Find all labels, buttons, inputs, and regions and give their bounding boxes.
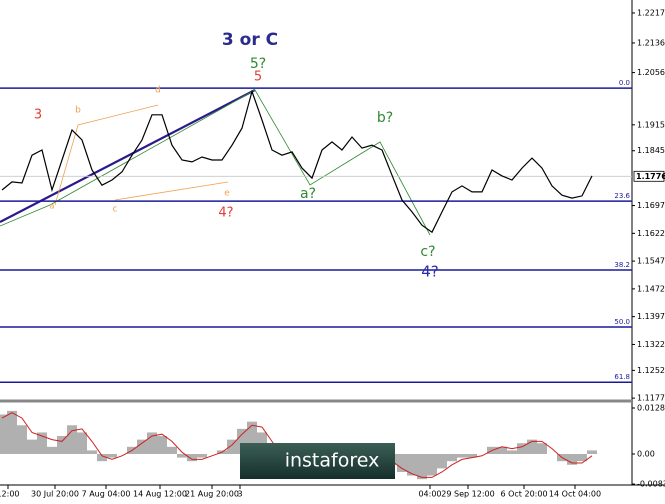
y-tick-label: 1.1397 (637, 312, 665, 321)
fib-label: 23.6 (614, 192, 630, 200)
osc-bar (397, 454, 407, 472)
fib-label: 0.0 (619, 79, 630, 87)
wave-label: d (155, 86, 161, 96)
osc-bar (587, 450, 597, 455)
osc-bar (157, 436, 167, 455)
last-price-box (633, 170, 665, 182)
wave-label: a (50, 202, 55, 211)
logo-text: instaforex (285, 450, 380, 472)
wave-label: b (75, 106, 81, 116)
wave-label: 3 (34, 108, 42, 123)
osc-bar (447, 454, 457, 462)
y-tick-label: 1.1845 (637, 146, 665, 155)
y-tick-label: 1.2136 (637, 38, 665, 47)
wave-label: 3 or C (222, 30, 278, 50)
wave-label: e (224, 189, 230, 199)
osc-tick-label: 0.01281 (637, 403, 665, 412)
x-tick-label: 12:00 (0, 490, 20, 499)
x-tick-label: 6 Oct 20:00 (500, 490, 547, 499)
x-tick-label: 21 Aug 20:00 (185, 490, 239, 499)
osc-bar (87, 450, 97, 455)
osc-bar (167, 446, 177, 455)
osc-bar (7, 410, 17, 455)
osc-bar (177, 454, 187, 458)
x-tick-label: 30 Jul 20:00 (31, 490, 79, 499)
osc-bar (57, 436, 67, 455)
axes (0, 0, 665, 486)
osc-bar (497, 446, 507, 455)
osc-bar (577, 454, 587, 462)
y-tick-label: 1.1697 (637, 201, 665, 210)
osc-bar (107, 454, 117, 458)
y-tick-label: 1.1915 (637, 120, 665, 129)
osc-bar (417, 454, 427, 480)
wave-label: c (113, 205, 118, 215)
osc-bar (27, 439, 37, 455)
osc-bar (227, 439, 237, 455)
osc-bar (67, 425, 77, 455)
osc-bar (537, 443, 547, 455)
wave-label: 5? (250, 56, 266, 72)
price-line (1, 89, 593, 234)
fib-label: 61.8 (614, 373, 630, 381)
osc-bar (517, 443, 527, 455)
osc-bar (187, 454, 197, 462)
y-tick-label: 1.1322 (637, 340, 665, 349)
y-tick-label: 1.2217 (637, 8, 665, 17)
osc-bar (407, 454, 417, 476)
osc-bar (527, 439, 537, 455)
logo: instaforex (240, 443, 395, 479)
fib-label: 50.0 (614, 318, 630, 326)
osc-bar (77, 432, 87, 455)
osc-bar (47, 446, 57, 455)
x-tick-label: 04:00 (418, 490, 441, 499)
y-tick-label: 1.2056 (637, 68, 665, 77)
osc-bar (0, 414, 7, 455)
osc-bar (457, 454, 467, 458)
wave-label: 4? (421, 263, 439, 281)
y-tick-label: 1.1622 (637, 229, 665, 238)
wave-label: a? (300, 186, 316, 202)
wave-label: 4? (218, 206, 233, 221)
fib-label: 38.2 (614, 261, 630, 269)
osc-bar (507, 450, 517, 455)
wave-label: c? (420, 244, 435, 260)
wave-label: 5 (254, 70, 262, 85)
drawings (0, 89, 431, 236)
x-tick-label: 29 Sep 12:00 (441, 490, 494, 499)
y-tick-label: 1.1472 (637, 284, 665, 293)
osc-bar (37, 432, 47, 455)
osc-bar (147, 432, 157, 455)
x-tick-label: 14 Oct 04:00 (549, 490, 601, 499)
osc-bar (237, 428, 247, 455)
x-tick-label: 3 (237, 490, 242, 499)
osc-bar (247, 421, 257, 455)
osc-bar (197, 454, 207, 458)
osc-tick-label: -0.00836 (637, 480, 665, 489)
osc-bar (97, 454, 107, 462)
osc-bar (467, 454, 477, 458)
wave-label: b? (377, 110, 393, 126)
y-tick-label: 1.1547 (637, 257, 665, 266)
osc-bar (17, 425, 27, 455)
x-tick-label: 7 Aug 04:00 (82, 490, 131, 499)
osc-bar (437, 454, 447, 469)
y-tick-label: 1.1177 (637, 394, 665, 403)
osc-tick-label: 0.00 (637, 450, 655, 459)
x-tick-label: 14 Aug 12:00 (133, 490, 187, 499)
osc-bar (427, 454, 437, 476)
y-tick-label: 1.1252 (637, 366, 665, 375)
osc-bar (567, 454, 577, 465)
last-price-label: 1.1776 (636, 172, 665, 181)
osc-bar (137, 439, 147, 455)
